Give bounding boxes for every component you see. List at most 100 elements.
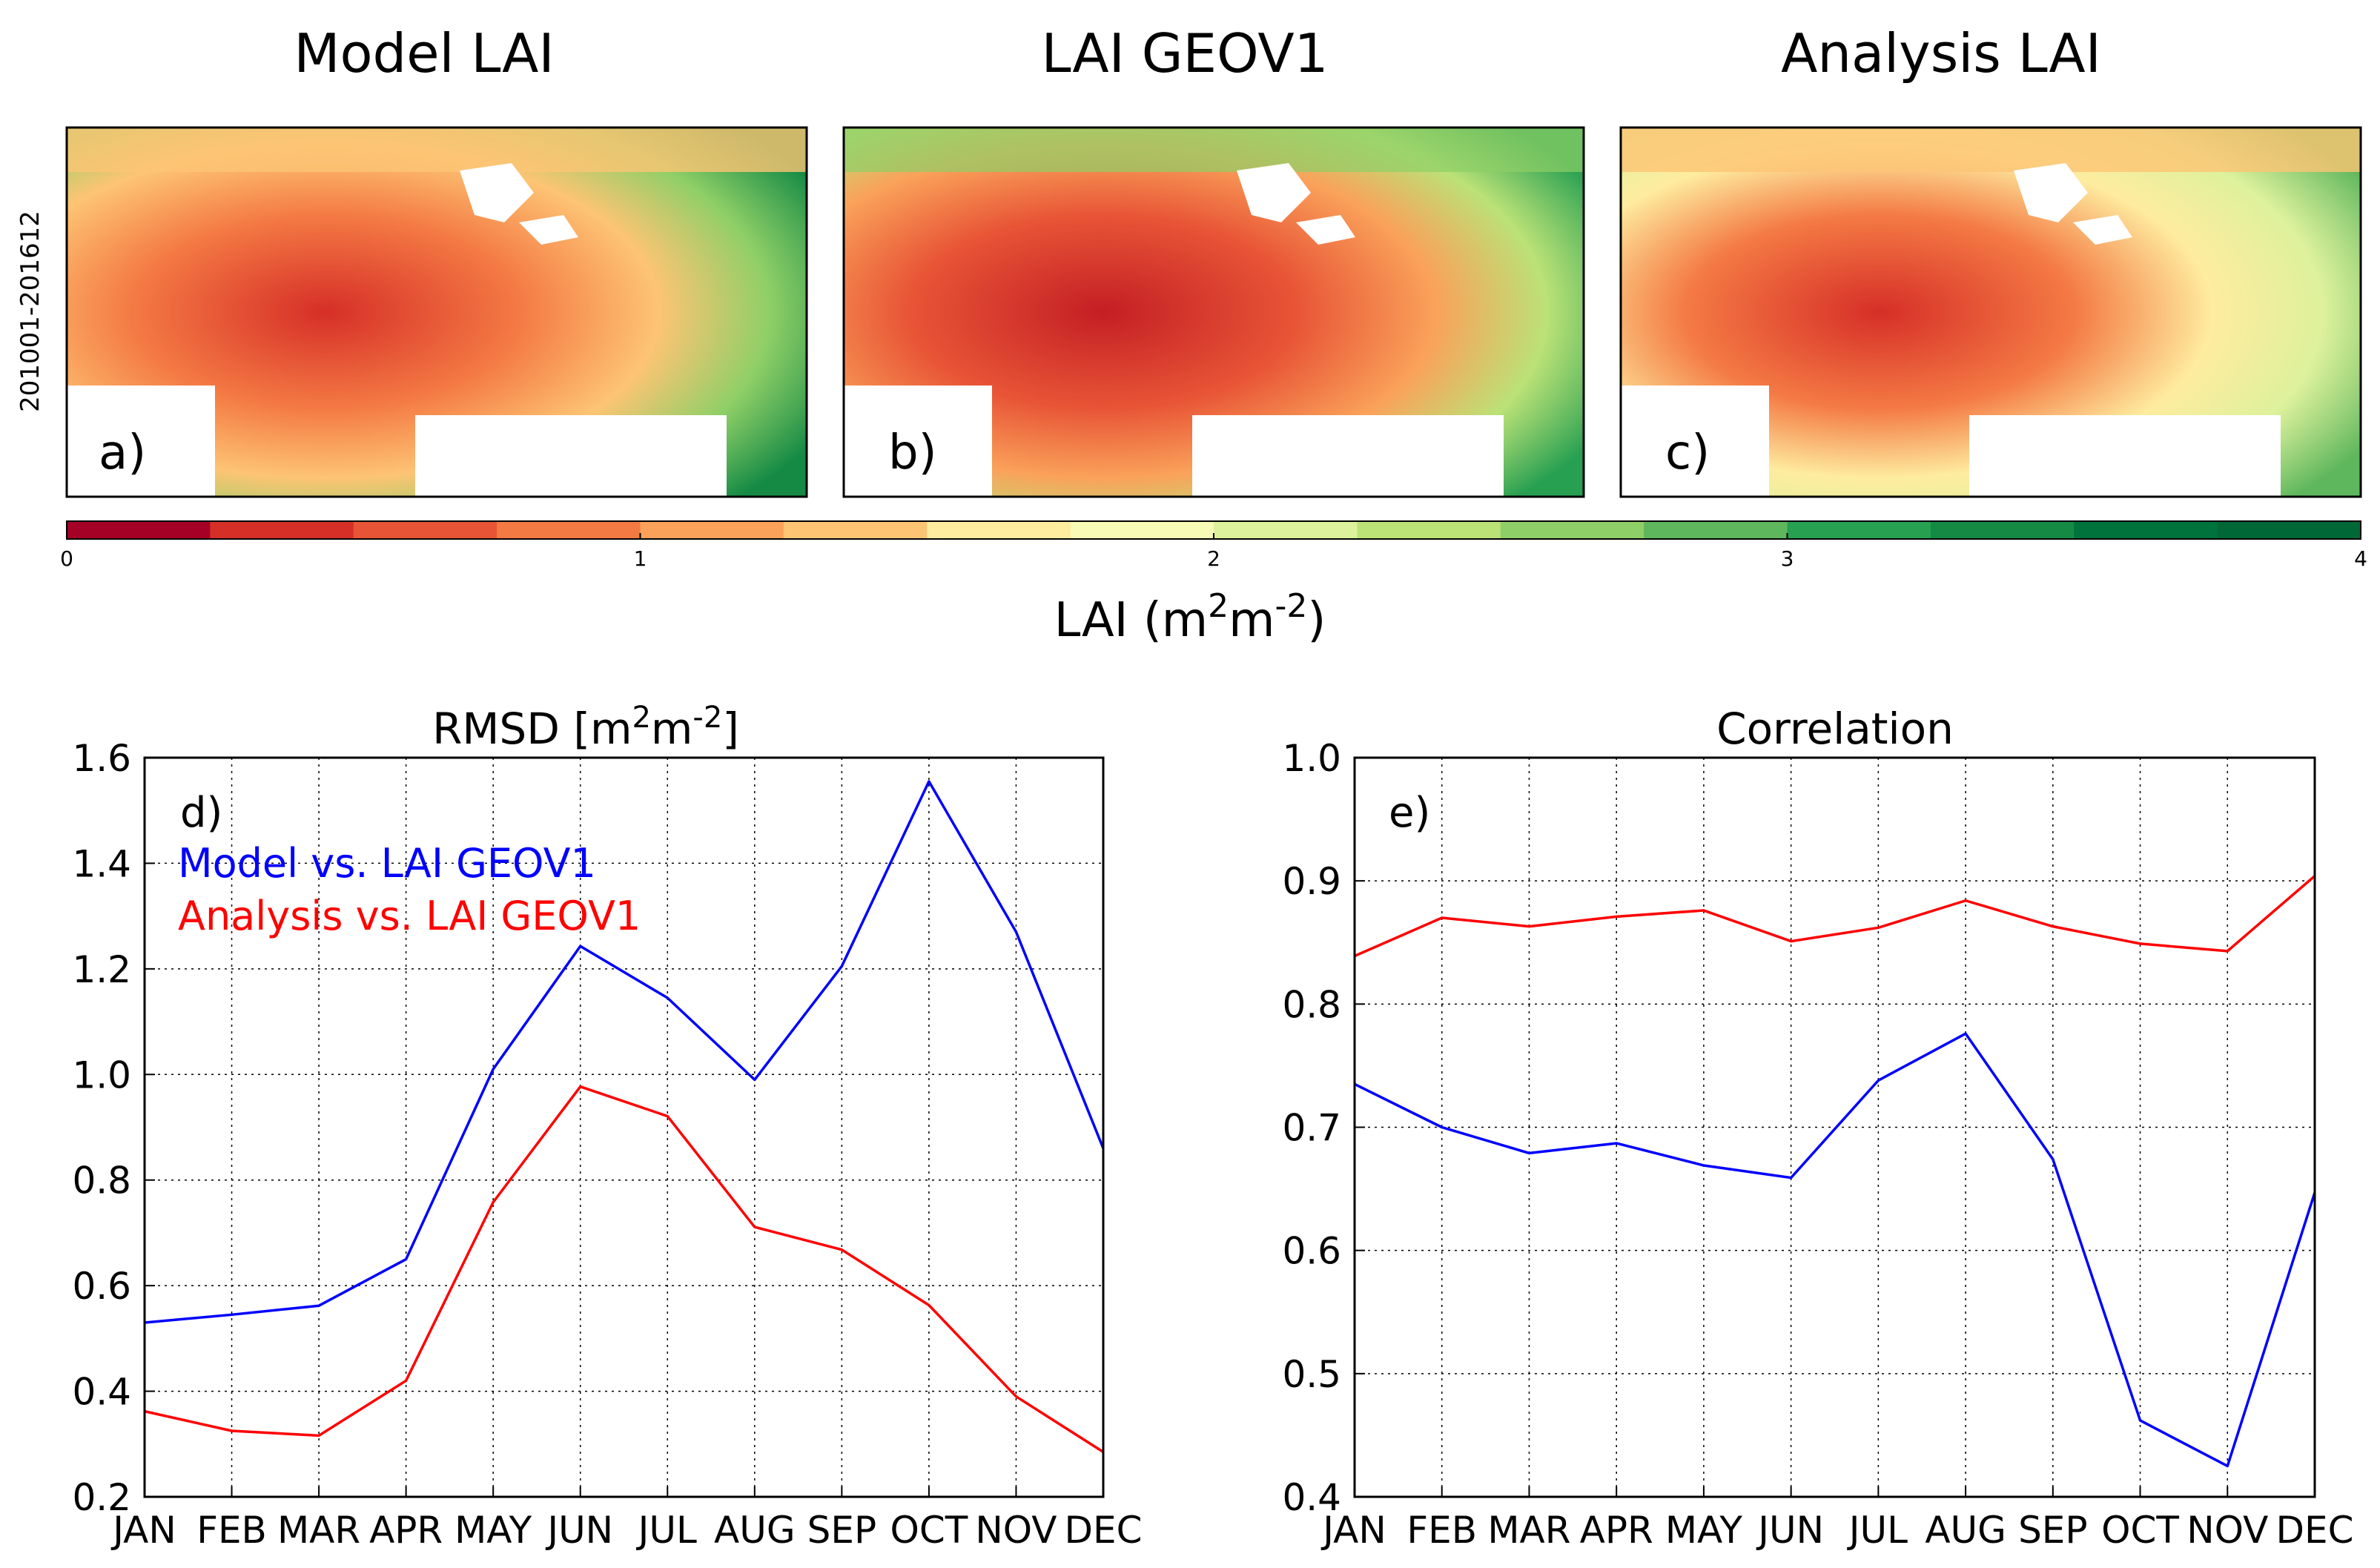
correlation-chart-title: Correlation <box>1716 704 1954 754</box>
x-tick-label: DEC <box>1064 1509 1142 1552</box>
x-tick-label: FEB <box>1406 1509 1477 1552</box>
colorbar-segment <box>1787 521 1931 539</box>
y-tick-label: 1.0 <box>72 1053 131 1096</box>
colorbar-tick-label: 4 <box>2354 546 2367 571</box>
colorbar-segment <box>67 521 211 539</box>
y-tick-label: 0.8 <box>1282 983 1341 1026</box>
series-line-analysis <box>144 1085 1104 1453</box>
y-tick-label: 0.4 <box>1282 1476 1341 1519</box>
rmsd-ticks: JAN FEB MAR APR MAY JUN JUL AUG SEP OCT NOV DEC 0.2 0… <box>72 737 1142 1552</box>
y-tick-label: 1.0 <box>1282 737 1341 780</box>
x-tick-label: MAR <box>277 1509 360 1552</box>
x-tick-label: NOV <box>2186 1509 2268 1552</box>
y-tick-label: 1.2 <box>72 948 131 991</box>
x-tick-label: FEB <box>196 1509 267 1552</box>
x-tick-label: JAN <box>1320 1509 1386 1552</box>
y-tick-label: 0.2 <box>72 1476 131 1519</box>
correlation-lines <box>1354 875 2316 1468</box>
colorbar-tick-label: 2 <box>1207 546 1220 571</box>
x-tick-label: AUG <box>1925 1509 2006 1552</box>
y-tick-label: 0.7 <box>1282 1107 1341 1150</box>
y-tick-label: 0.6 <box>72 1265 131 1308</box>
colorbar-segment <box>640 521 784 539</box>
map-row-label: 201001-201612 <box>16 211 45 412</box>
colorbar-segment <box>210 521 354 539</box>
colorbar-segment <box>2074 521 2218 539</box>
rmsd-chart-title: RMSD [m2m-2] <box>432 701 739 754</box>
y-tick-label: 1.6 <box>72 737 131 780</box>
colorbar-tick-label: 1 <box>634 546 647 571</box>
series-line-analysis <box>1354 875 2316 958</box>
x-tick-label: JUN <box>545 1509 613 1552</box>
map-pacific-water-b <box>844 386 992 497</box>
colorbar-segment <box>1070 521 1214 539</box>
map-frame-b <box>842 126 1585 498</box>
rmsd-lines <box>144 780 1105 1453</box>
map-pacific-water-c <box>1621 386 1769 497</box>
map-gulf-water-c <box>1969 415 2281 497</box>
colorbar-segment <box>1500 521 1644 539</box>
y-tick-label: 0.8 <box>72 1160 131 1203</box>
map-northern-band-a <box>67 128 807 172</box>
legend-analysis: Analysis vs. LAI GEOV1 <box>178 893 641 939</box>
map-pacific-water-a <box>67 386 215 497</box>
map-gulf-water-a <box>415 415 727 497</box>
rmsd-panel-letter: d) <box>180 789 222 837</box>
great-lakes-c <box>2014 163 2132 245</box>
great-lakes-b <box>1237 163 1355 245</box>
correlation-chart: Correlation JAN FEB MAR APR MAY JUN JUL AUG SEP O… <box>1282 704 2353 1552</box>
y-tick-label: 1.4 <box>72 842 131 885</box>
x-tick-label: MAY <box>454 1509 532 1552</box>
rmsd-plot-frame <box>143 756 1105 1498</box>
x-tick-label: DEC <box>2275 1509 2353 1552</box>
x-tick-label: JUL <box>636 1509 697 1552</box>
series-line-model <box>144 780 1105 1324</box>
colorbar-segment <box>497 521 641 539</box>
y-tick-label: 0.6 <box>1282 1230 1341 1273</box>
map-letter-a: a) <box>99 426 146 480</box>
correlation-grid <box>1355 758 2315 1497</box>
x-tick-label: JUL <box>1847 1509 1908 1552</box>
map-northern-band-c <box>1621 128 2361 172</box>
map-gulf-water-b <box>1192 415 1504 497</box>
x-tick-label: APR <box>1580 1509 1653 1552</box>
y-tick-label: 0.9 <box>1282 860 1341 903</box>
map-title-c: Analysis LAI <box>1781 22 2101 85</box>
colorbar-segment <box>353 521 498 539</box>
x-tick-label: MAR <box>1487 1509 1570 1552</box>
correlation-ticks: JAN FEB MAR APR MAY JUN JUL AUG SEP OCT NOV DEC 0.4 0… <box>1282 737 2353 1552</box>
colorbar-segment <box>1357 521 1501 539</box>
x-tick-label: MAY <box>1665 1509 1742 1552</box>
map-title-a: Model LAI <box>294 22 554 85</box>
series-line-model <box>1354 1032 2316 1468</box>
great-lakes-a <box>460 163 578 245</box>
x-tick-label: SEP <box>2018 1509 2087 1552</box>
map-panel-b: LAI GEOV1 b) <box>842 22 1585 498</box>
colorbar-tick-label: 0 <box>60 546 73 571</box>
map-northern-band-b <box>844 128 1584 172</box>
rmsd-chart: RMSD [m2m-2] JAN FEB MAR APR MAY JUN JUL AUG SEP… <box>72 701 1142 1552</box>
colorbar-segment <box>1644 521 1788 539</box>
colorbar-segment <box>1930 521 2075 539</box>
x-tick-label: SEP <box>807 1509 876 1552</box>
correlation-panel-letter: e) <box>1389 789 1430 837</box>
colorbar-segment <box>1214 521 1358 539</box>
x-tick-label: OCT <box>2101 1509 2179 1552</box>
map-title-b: LAI GEOV1 <box>1042 22 1329 85</box>
x-tick-label: APR <box>369 1509 443 1552</box>
colorbar-segment <box>783 521 928 539</box>
map-letter-b: b) <box>888 426 937 480</box>
colorbar: 0 1 2 3 4 <box>60 520 2367 571</box>
legend-model: Model vs. LAI GEOV1 <box>178 840 596 887</box>
map-frame-c <box>1619 126 2362 498</box>
map-panel-c: Analysis LAI c) <box>1619 22 2362 498</box>
x-tick-label: NOV <box>975 1509 1057 1552</box>
map-frame-a <box>65 126 808 498</box>
colorbar-tick-label: 3 <box>1781 546 1794 571</box>
colorbar-label: LAI (m2m-2) <box>1054 587 1326 648</box>
colorbar-segment <box>927 521 1071 539</box>
map-letter-c: c) <box>1665 426 1710 480</box>
map-panel-a: Model LAI a) <box>65 22 808 498</box>
x-tick-label: AUG <box>714 1509 796 1552</box>
